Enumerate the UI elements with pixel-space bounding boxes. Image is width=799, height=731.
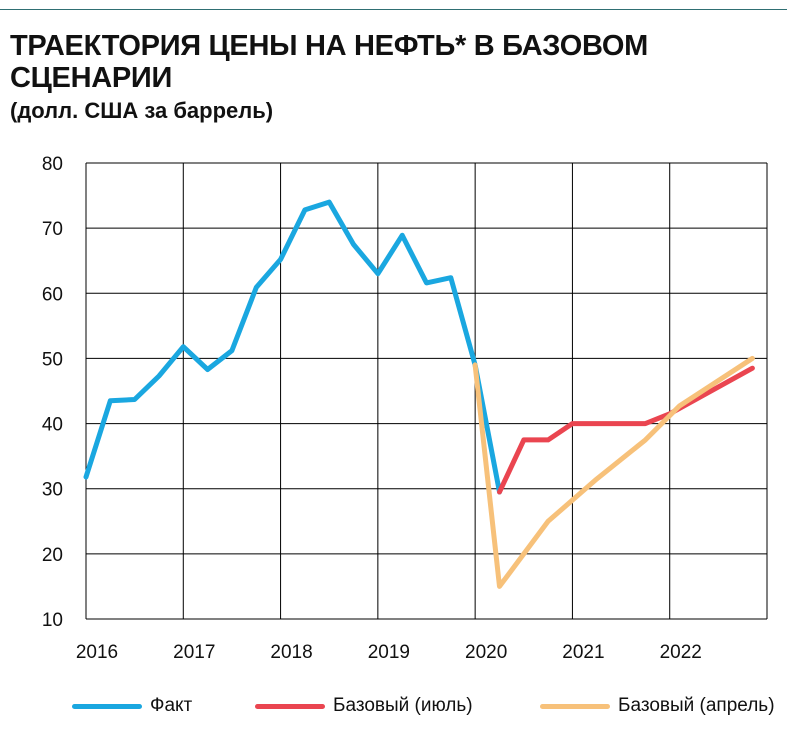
legend-label-fact: Факт [150,695,193,716]
x-tick-label: 2018 [270,642,312,663]
y-axis-ticks: 10 20 30 40 50 60 70 80 [42,154,63,631]
legend-label-april: Базовый (апрель) [618,695,775,716]
y-tick-label: 70 [42,219,63,240]
x-tick-label: 2016 [76,642,118,663]
top-rule [0,9,787,10]
series-line-1 [497,365,755,495]
chart-subtitle: (долл. США за баррель) [10,98,274,123]
legend-swatch-july [255,703,325,709]
series-line-2 [472,355,755,589]
x-tick-label: 2017 [173,642,215,663]
legend-swatch-fact [72,703,142,709]
legend-item-april: Базовый (апрель) [540,694,775,718]
y-tick-label: 80 [42,154,63,175]
x-tick-label: 2019 [368,642,410,663]
legend-item-july: Базовый (июль) [255,694,473,718]
x-axis-ticks: 2016 2017 2018 2019 2020 2021 2022 [76,642,702,663]
y-tick-label: 50 [42,349,63,370]
legend-item-fact: Факт [72,694,192,718]
chart-title: ТРАЕКТОРИЯ ЦЕНЫ НА НЕФТЬ* В БАЗОВОМ СЦЕН… [10,30,649,94]
y-tick-label: 60 [42,284,63,305]
legend-label-july: Базовый (июль) [333,695,473,716]
x-tick-label: 2020 [465,642,507,663]
legend-swatch-april [540,703,610,709]
y-tick-label: 20 [42,545,63,566]
x-tick-label: 2022 [660,642,702,663]
y-tick-label: 40 [42,415,63,436]
series-line-0 [83,199,502,495]
x-tick-label: 2021 [562,642,604,663]
legend: Факт Базовый (июль) Базовый (апрель) [72,694,792,718]
y-tick-label: 10 [42,610,63,631]
series-lines [83,199,755,589]
y-tick-label: 30 [42,480,63,501]
grid [85,162,768,620]
